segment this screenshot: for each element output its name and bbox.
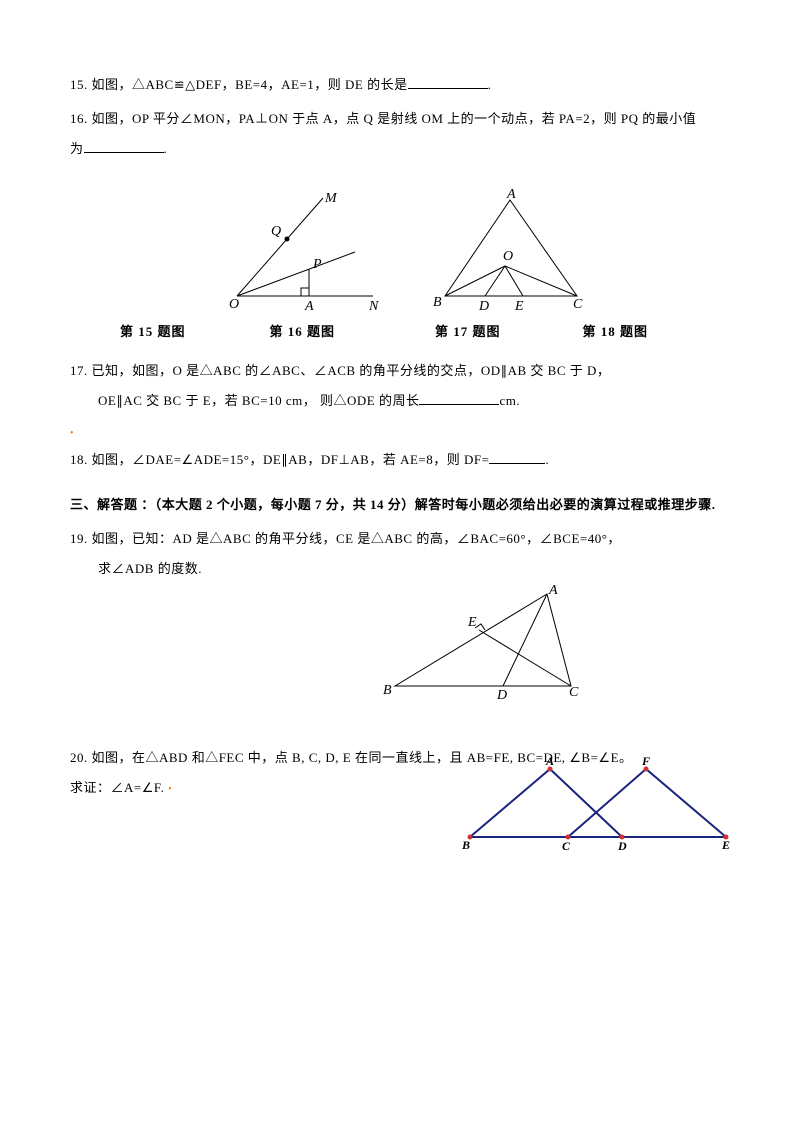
svg-text:E: E — [514, 299, 524, 313]
svg-text:E: E — [721, 838, 731, 851]
question-19: 19. 如图，已知：AD 是△ABC 的角平分线，CE 是△ABC 的高，∠BA… — [70, 524, 740, 584]
svg-text:E: E — [467, 615, 477, 630]
q19-line2: 求∠ADB 的度数. — [70, 561, 202, 576]
caption-17: 第 17 题图 — [435, 321, 501, 340]
svg-text:A: A — [304, 299, 314, 313]
svg-text:B: B — [433, 295, 442, 310]
svg-text:D: D — [478, 299, 489, 313]
q17-line2-after: cm. — [499, 393, 520, 408]
question-15: 15. 如图，△ABC≌△DEF，BE=4，AE=1，则 DE 的长是. — [70, 70, 740, 100]
q18-after: . — [545, 452, 549, 467]
figure-19-wrap: A B C D E — [230, 584, 740, 703]
q15-text-after: . — [488, 77, 492, 92]
svg-text:O: O — [503, 249, 513, 264]
figures-row-1: O A N M P Q A B C D E O — [70, 188, 740, 313]
figure-19: A B C D E — [375, 584, 595, 699]
svg-text:M: M — [324, 191, 338, 206]
svg-text:A: A — [548, 584, 558, 598]
q17-line1: 17. 已知，如图，O 是△ABC 的∠ABC、∠ACB 的角平分线的交点，OD… — [70, 363, 610, 378]
question-20: 20. 如图，在△ABD 和△FEC 中，点 B, C, D, E 在同一直线上… — [70, 743, 740, 803]
q16-line1: 16. 如图，OP 平分∠MON，PA⊥ON 于点 A，点 Q 是射线 OM 上… — [70, 111, 696, 126]
q17-blank — [419, 391, 499, 405]
caption-16: 第 16 题图 — [270, 321, 336, 340]
svg-text:P: P — [312, 257, 322, 272]
svg-text:D: D — [496, 688, 507, 699]
captions-row-1: 第 15 题图 第 16 题图 第 17 题图 第 18 题图 — [70, 321, 740, 340]
question-18: 18. 如图，∠DAE=∠ADE=15°，DE∥AB，DF⊥AB，若 AE=8，… — [70, 445, 740, 475]
svg-text:C: C — [562, 839, 571, 851]
figure-20: A B C D E F — [450, 755, 740, 851]
svg-text:B: B — [383, 683, 392, 698]
figure-20-wrap: A B C D E F — [450, 755, 740, 862]
orange-dot-icon: • — [70, 428, 74, 439]
caption-15: 第 15 题图 — [120, 321, 186, 340]
q20-line2: 求证：∠A=∠F. — [70, 780, 168, 795]
figure-16: O A N M P Q — [215, 188, 385, 313]
question-16: 16. 如图，OP 平分∠MON，PA⊥ON 于点 A，点 Q 是射线 OM 上… — [70, 104, 740, 164]
figure-17: A B C D E O — [425, 188, 595, 313]
orange-dot-icon-2: • — [168, 784, 172, 795]
q20-line1: 20. 如图，在△ABD 和△FEC 中，点 B, C, D, E 在同一直线上… — [70, 750, 633, 765]
q16-line2-before: 为 — [70, 141, 84, 156]
q16-line2-after: . — [164, 141, 168, 156]
caption-18: 第 18 题图 — [583, 321, 649, 340]
svg-text:D: D — [617, 839, 627, 851]
q17-line2-before: OE∥AC 交 BC 于 E，若 BC=10 cm， 则△ODE 的周长 — [70, 393, 419, 408]
svg-text:N: N — [368, 299, 379, 313]
svg-text:C: C — [573, 297, 583, 312]
svg-text:Q: Q — [271, 224, 281, 239]
svg-text:B: B — [461, 838, 471, 851]
svg-text:O: O — [229, 297, 239, 312]
question-17: 17. 已知，如图，O 是△ABC 的∠ABC、∠ACB 的角平分线的交点，OD… — [70, 356, 740, 416]
svg-text:A: A — [506, 188, 516, 202]
svg-text:C: C — [569, 685, 579, 699]
svg-text:F: F — [641, 755, 651, 768]
q15-text-before: 15. 如图，△ABC≌△DEF，BE=4，AE=1，则 DE 的长是 — [70, 77, 408, 92]
q18-before: 18. 如图，∠DAE=∠ADE=15°，DE∥AB，DF⊥AB，若 AE=8，… — [70, 452, 489, 467]
q18-blank — [489, 450, 545, 464]
q15-blank — [408, 75, 488, 89]
section-3-title: 三、解答题 ：（本大题 2 个小题，每小题 7 分，共 14 分）解答时每小题必… — [70, 491, 740, 520]
q16-blank — [84, 139, 164, 153]
q19-line1: 19. 如图，已知：AD 是△ABC 的角平分线，CE 是△ABC 的高，∠BA… — [70, 531, 621, 546]
